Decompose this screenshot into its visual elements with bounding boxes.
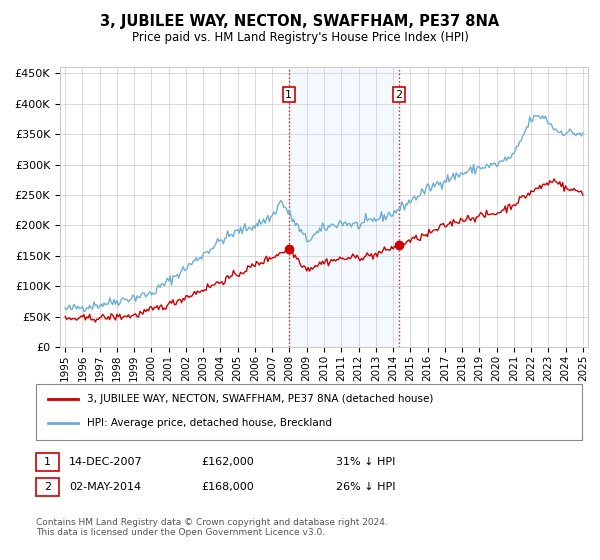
Text: Contains HM Land Registry data © Crown copyright and database right 2024.
This d: Contains HM Land Registry data © Crown c… xyxy=(36,518,388,538)
Text: £168,000: £168,000 xyxy=(201,482,254,492)
Text: 2: 2 xyxy=(395,90,403,100)
Text: 14-DEC-2007: 14-DEC-2007 xyxy=(69,457,143,467)
Text: Price paid vs. HM Land Registry's House Price Index (HPI): Price paid vs. HM Land Registry's House … xyxy=(131,31,469,44)
Text: 3, JUBILEE WAY, NECTON, SWAFFHAM, PE37 8NA: 3, JUBILEE WAY, NECTON, SWAFFHAM, PE37 8… xyxy=(100,14,500,29)
Text: 2: 2 xyxy=(44,482,51,492)
Text: 02-MAY-2014: 02-MAY-2014 xyxy=(69,482,141,492)
Text: 31% ↓ HPI: 31% ↓ HPI xyxy=(336,457,395,467)
Text: 3, JUBILEE WAY, NECTON, SWAFFHAM, PE37 8NA (detached house): 3, JUBILEE WAY, NECTON, SWAFFHAM, PE37 8… xyxy=(87,394,433,404)
Text: 1: 1 xyxy=(285,90,292,100)
Text: HPI: Average price, detached house, Breckland: HPI: Average price, detached house, Brec… xyxy=(87,418,332,428)
Bar xyxy=(289,67,399,347)
Text: £162,000: £162,000 xyxy=(201,457,254,467)
Text: 1: 1 xyxy=(44,457,51,467)
Text: 26% ↓ HPI: 26% ↓ HPI xyxy=(336,482,395,492)
